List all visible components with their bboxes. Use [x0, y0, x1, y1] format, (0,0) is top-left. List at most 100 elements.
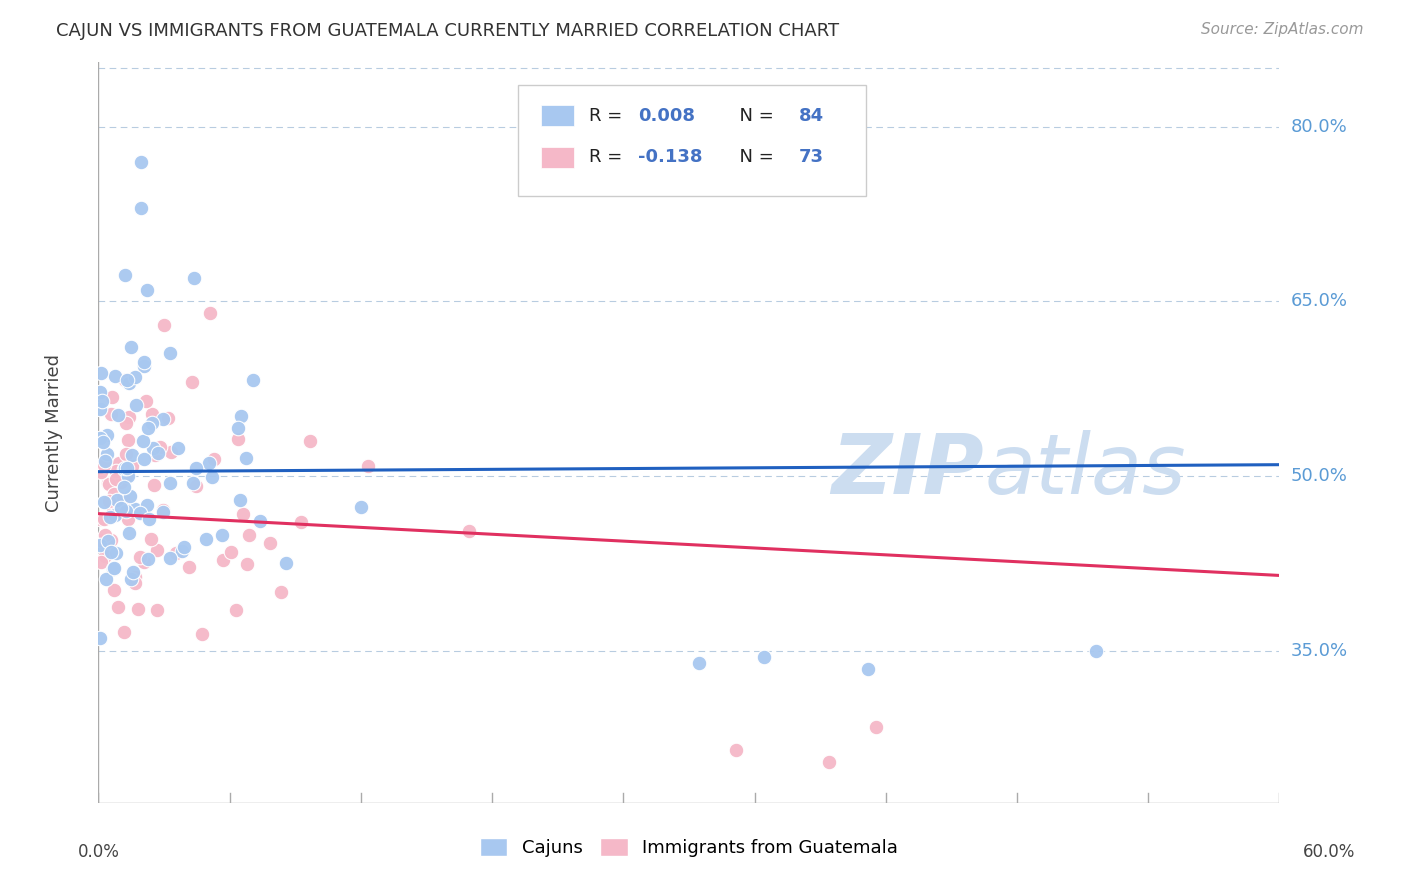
Point — [184, 479, 207, 493]
Point — [97, 475, 120, 490]
Point — [115, 417, 138, 431]
Point — [121, 448, 143, 462]
Point — [138, 512, 160, 526]
Text: 80.0%: 80.0% — [1291, 118, 1347, 136]
Point — [259, 535, 281, 549]
Point — [94, 572, 117, 586]
Point — [89, 384, 111, 399]
Text: 65.0%: 65.0% — [1291, 293, 1347, 310]
Point — [91, 434, 114, 449]
Point — [201, 470, 224, 484]
Text: 60.0%: 60.0% — [1302, 843, 1355, 861]
Point — [145, 603, 167, 617]
Point — [290, 515, 312, 529]
Point — [104, 369, 127, 384]
Point — [128, 549, 150, 564]
FancyBboxPatch shape — [517, 85, 866, 195]
Point — [103, 561, 125, 575]
Point — [93, 512, 115, 526]
Point — [181, 375, 204, 389]
Point — [349, 500, 371, 514]
Point — [100, 408, 122, 422]
Point — [89, 512, 111, 526]
Text: 0.0%: 0.0% — [77, 843, 120, 861]
Point — [236, 557, 259, 571]
Point — [156, 410, 179, 425]
Point — [138, 420, 160, 434]
Point — [170, 544, 193, 558]
Point — [226, 421, 249, 435]
Text: N =: N = — [728, 107, 779, 125]
Point — [98, 510, 121, 524]
Point — [146, 543, 169, 558]
Point — [89, 401, 111, 416]
Point — [112, 480, 135, 494]
Point — [89, 632, 111, 646]
Point — [204, 451, 226, 466]
Text: atlas: atlas — [984, 430, 1185, 511]
Text: 73: 73 — [799, 148, 824, 166]
Point — [177, 559, 200, 574]
Point — [89, 538, 111, 552]
Point — [114, 268, 136, 283]
Point — [105, 493, 128, 508]
Point — [108, 456, 131, 470]
FancyBboxPatch shape — [541, 105, 575, 126]
Point — [91, 394, 114, 409]
Text: CAJUN VS IMMIGRANTS FROM GUATEMALA CURRENTLY MARRIED CORRELATION CHART: CAJUN VS IMMIGRANTS FROM GUATEMALA CURRE… — [56, 22, 839, 40]
Point — [112, 462, 135, 476]
Point — [229, 493, 252, 508]
Point — [211, 528, 233, 542]
Point — [173, 540, 195, 554]
Point — [134, 359, 156, 373]
Point — [139, 532, 162, 546]
Text: Currently Married: Currently Married — [45, 353, 62, 512]
Point — [121, 459, 143, 474]
Point — [120, 340, 142, 354]
Point — [89, 431, 111, 445]
Point — [356, 459, 378, 474]
Point — [100, 533, 122, 547]
Point — [96, 447, 118, 461]
Point — [114, 373, 136, 387]
Point — [159, 551, 181, 566]
Point — [270, 585, 292, 599]
Point — [249, 514, 271, 528]
Point — [818, 755, 841, 769]
Point — [125, 397, 148, 411]
Point — [118, 376, 141, 390]
Point — [688, 656, 710, 670]
Point — [115, 447, 138, 461]
Point — [198, 456, 221, 470]
Point — [103, 487, 125, 501]
Point — [141, 416, 163, 430]
Text: ZIP: ZIP — [831, 430, 984, 511]
Point — [132, 452, 155, 467]
Point — [98, 493, 121, 508]
Point — [129, 154, 152, 169]
Text: R =: R = — [589, 107, 627, 125]
Point — [752, 650, 775, 665]
Point — [856, 662, 879, 676]
Point — [142, 441, 165, 455]
Point — [100, 545, 122, 559]
Point — [457, 524, 479, 538]
Text: Source: ZipAtlas.com: Source: ZipAtlas.com — [1201, 22, 1364, 37]
Point — [112, 491, 135, 506]
Point — [117, 433, 139, 447]
Point — [152, 505, 174, 519]
Legend: Cajuns, Immigrants from Guatemala: Cajuns, Immigrants from Guatemala — [472, 830, 905, 864]
Point — [103, 582, 125, 597]
Point — [190, 626, 212, 640]
Text: 84: 84 — [799, 107, 824, 125]
Point — [181, 476, 204, 491]
Text: R =: R = — [589, 148, 627, 166]
Point — [122, 566, 145, 580]
Point — [117, 461, 139, 475]
Text: 0.008: 0.008 — [638, 107, 695, 125]
Point — [167, 441, 190, 455]
Point — [135, 498, 157, 512]
Text: -0.138: -0.138 — [638, 148, 703, 166]
Point — [112, 625, 135, 640]
Point — [238, 528, 260, 542]
